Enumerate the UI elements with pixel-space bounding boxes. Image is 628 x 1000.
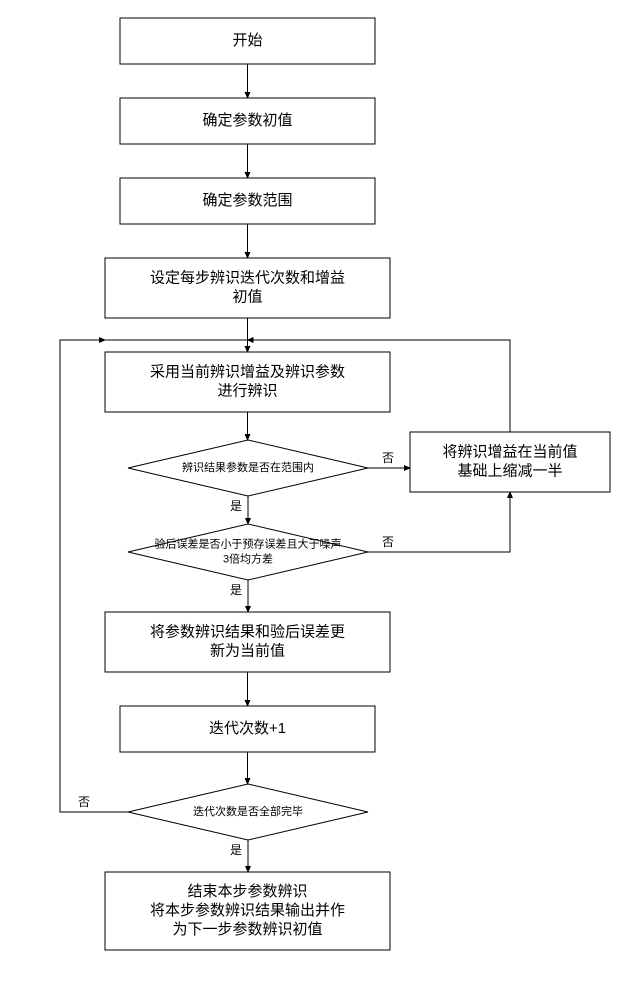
n_start-label: 开始	[232, 32, 262, 49]
n_init-label: 确定参数初值	[202, 112, 292, 129]
n_d1: 辨识结果参数是否在范围内	[128, 440, 368, 496]
n_init: 确定参数初值	[120, 98, 375, 144]
n_update-label: 新为当前值	[210, 642, 285, 659]
edge-label-9: 是	[230, 843, 242, 857]
n_setstep-label: 设定每步辨识迭代次数和增益	[150, 269, 345, 286]
n_start: 开始	[120, 18, 375, 64]
n_inc: 迭代次数+1	[120, 706, 375, 752]
n_d2-label: 3倍均方差	[223, 551, 273, 565]
n_setstep: 设定每步辨识迭代次数和增益初值	[105, 258, 390, 318]
n_update-label: 将参数辨识结果和验后误差更	[150, 623, 345, 640]
edge-label-6: 是	[230, 583, 242, 597]
n_ident-label: 进行辨识	[217, 382, 277, 399]
n_end-label: 结束本步参数辨识	[187, 883, 307, 900]
n_ident-label: 采用当前辨识增益及辨识参数	[150, 363, 345, 380]
edge-label-10: 否	[382, 451, 394, 465]
n_end: 结束本步参数辨识将本步参数辨识结果输出并作为下一步参数辨识初值	[105, 872, 390, 950]
n_d1-label: 辨识结果参数是否在范围内	[182, 460, 314, 474]
n_d3-label: 迭代次数是否全部完毕	[193, 804, 303, 818]
n_update: 将参数辨识结果和验后误差更新为当前值	[105, 612, 390, 672]
n_halve-label: 基础上缩减一半	[457, 462, 562, 479]
n_halve-label: 将辨识增益在当前值	[442, 443, 577, 460]
n_d2: 验后误差是否小于预存误差且大于噪声3倍均方差	[128, 524, 368, 580]
n_halve: 将辨识增益在当前值基础上缩减一半	[410, 432, 610, 492]
n_range: 确定参数范围	[120, 178, 375, 224]
n_d3: 迭代次数是否全部完毕	[128, 784, 368, 840]
edge-label-5: 是	[230, 499, 242, 513]
n_inc-label: 迭代次数+1	[209, 720, 286, 737]
n_range-label: 确定参数范围	[202, 192, 292, 209]
edge-label-11: 否	[382, 535, 394, 549]
flowchart-canvas: 开始确定参数初值确定参数范围设定每步辨识迭代次数和增益初值采用当前辨识增益及辨识…	[0, 0, 628, 1000]
edge-label-13: 否	[78, 795, 90, 809]
n_end-label: 将本步参数辨识结果输出并作	[150, 902, 345, 919]
n_end-label: 为下一步参数辨识初值	[172, 921, 322, 938]
n_d2-label: 验后误差是否小于预存误差且大于噪声	[155, 536, 342, 550]
n_ident: 采用当前辨识增益及辨识参数进行辨识	[105, 352, 390, 412]
n_setstep-label: 初值	[232, 288, 262, 305]
